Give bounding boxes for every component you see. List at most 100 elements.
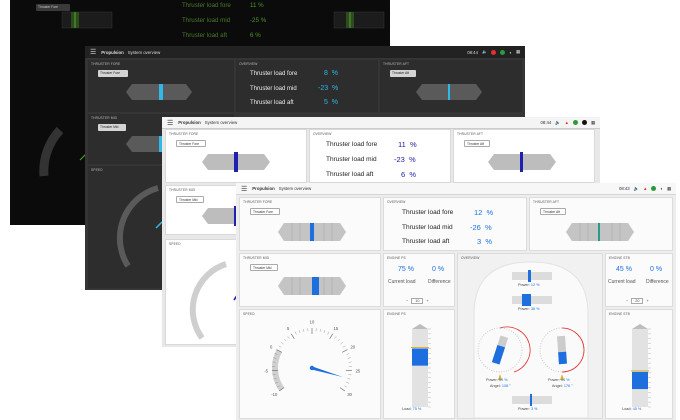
bell-icon[interactable]: ▲	[643, 186, 648, 191]
speed-tick	[346, 381, 350, 384]
panel-title: OVERVIEW	[387, 200, 406, 204]
thruster-mid-bar	[202, 206, 238, 226]
speed-tick	[274, 381, 278, 384]
thruster-fore-bar	[126, 84, 192, 100]
page-subtitle: System overview	[127, 49, 161, 55]
speed-tick-label: 20	[350, 344, 355, 349]
thruster-aft-select[interactable]: Thruster Aft	[464, 140, 490, 147]
panel-title: THRUSTER MID	[91, 116, 118, 120]
layer1-overview-fore-value: 11 %	[250, 2, 264, 9]
menu-icon[interactable]: ☰	[241, 185, 248, 193]
panel-thruster-aft: THRUSTER AFT Thruster Aft	[529, 197, 673, 251]
overview-mid-value: -23 %	[394, 155, 416, 164]
engine-stb-stepper[interactable]: − 20 +	[626, 298, 649, 304]
theme-icon[interactable]	[581, 120, 587, 125]
alarm-icon[interactable]	[491, 49, 497, 55]
panel-title: ENGINE PS	[387, 256, 406, 260]
thruster-mid-select[interactable]: Thruster Mid	[176, 196, 204, 203]
panel-title: ENGINE STB	[609, 312, 630, 316]
speed-tick	[298, 330, 301, 334]
speed-tick-label: -10	[271, 392, 278, 397]
increment-button[interactable]: +	[646, 299, 649, 303]
thruster-fore-bar	[278, 223, 346, 241]
status-icon[interactable]	[500, 49, 506, 55]
speed-gauge	[189, 261, 238, 340]
brightness-icon[interactable]: ◐	[509, 49, 512, 55]
engine-stb-load-label: Current load	[608, 279, 636, 285]
panel-overview: OVERVIEW Thruster load fore 12 % Thruste…	[383, 197, 527, 251]
panel-thruster-aft: THRUSTER AFT Thruster Aft	[380, 60, 522, 112]
panel-speed: SPEED -10 -5 0 5 10 15 20 25 30	[239, 309, 381, 419]
speed-tick	[278, 345, 282, 348]
menu-icon[interactable]: ☰	[167, 119, 174, 127]
panel-title: ENGINE PS	[387, 312, 406, 316]
engine-ps-load: Load: 75 %	[402, 407, 422, 411]
speed-tick-label: 0	[270, 344, 273, 349]
panel-title: SPEED	[243, 312, 255, 316]
clock: 08:44	[540, 120, 552, 125]
brightness-icon[interactable]: ◐	[660, 186, 663, 191]
panel-overview: OVERVIEW Thruster load fore 8 % Thruster…	[236, 60, 378, 112]
engine-bar-fill	[412, 348, 428, 366]
stepper-value[interactable]: 20	[631, 298, 644, 304]
thruster-aft-select[interactable]: Thruster Aft	[540, 208, 566, 215]
thruster-fore-select[interactable]: Thruster Fore	[98, 70, 128, 77]
speed-tick	[276, 349, 283, 353]
thruster-fore-select[interactable]: Thruster Fore	[250, 208, 280, 215]
menu-icon[interactable]: ☰	[90, 49, 97, 56]
overview-aft-value: 3 %	[477, 237, 493, 246]
speed-tick	[284, 338, 287, 342]
stb-angle: Angel: 176 °	[552, 384, 573, 388]
stepper-value[interactable]: 10	[411, 298, 424, 304]
thruster-aft-bar	[416, 84, 482, 100]
decrement-button[interactable]: −	[406, 299, 409, 303]
speed-tick-label: 30	[347, 392, 352, 397]
thruster-aft-select[interactable]: Thruster Aft	[390, 70, 416, 77]
speed-tick	[281, 342, 284, 345]
volume-icon[interactable]: 🔈	[481, 49, 488, 54]
overview-aft-value: 6 %	[401, 170, 417, 179]
apps-grid-icon[interactable]: ▦	[666, 185, 671, 191]
status-icon[interactable]	[651, 186, 657, 191]
volume-icon[interactable]: 🔈	[555, 119, 561, 125]
panel-thruster-aft: THRUSTER AFT Thruster Aft	[453, 129, 595, 183]
stb-power: Power: 44 %	[548, 378, 570, 382]
thruster-mid-select[interactable]: Thruster Mid	[98, 124, 126, 131]
speed-tick	[303, 328, 305, 332]
thruster-mid-bar	[278, 277, 346, 295]
speed-needle	[311, 366, 343, 377]
overview-mid-label: Thruster load mid	[326, 156, 377, 163]
panel-overview: OVERVIEW Thruster load fore 11 % Thruste…	[309, 129, 451, 183]
thruster-fore-select[interactable]: Thruster Fore	[176, 140, 206, 147]
panel-title: THRUSTER FORE	[243, 200, 273, 204]
clock: 08:44	[467, 49, 478, 55]
panel-title: THRUSTER AFT	[457, 132, 484, 136]
engine-ps-stepper[interactable]: − 10 +	[406, 298, 429, 304]
apps-grid-icon[interactable]: ▦	[515, 49, 520, 54]
increment-button[interactable]: +	[426, 299, 429, 303]
thruster-mid-select[interactable]: Thruster Mid	[250, 264, 278, 271]
bell-icon[interactable]: ▲	[564, 120, 569, 125]
decrement-button[interactable]: −	[626, 299, 629, 303]
port-angle: Angel: 108 °	[490, 384, 511, 388]
apps-grid-icon[interactable]: ▦	[590, 119, 595, 125]
panel-title: THRUSTER AFT	[533, 200, 560, 204]
panel-title: THRUSTER FORE	[169, 132, 199, 136]
status-icon[interactable]	[572, 120, 578, 125]
thruster-fore-bar	[202, 152, 270, 172]
panel-title: THRUSTER FORE	[91, 62, 121, 66]
speed-tick-label: 5	[287, 326, 290, 331]
clock: 08:43	[618, 186, 630, 191]
thruster-aft-bar	[566, 223, 634, 241]
panel-title: SPEED	[91, 168, 103, 172]
app-title: Propulsion	[101, 49, 124, 55]
engine-stb-diff-value: 0 %	[650, 266, 663, 273]
mid-power: Power: 38 %	[518, 307, 540, 311]
overview-aft-label: Thruster load aft	[326, 171, 374, 178]
app-title: Propulsion	[178, 120, 201, 125]
engine-bar-track	[632, 329, 648, 407]
panel-engine-stb: ENGINE STB 45 % 0 % Current load Differe…	[605, 253, 673, 307]
volume-icon[interactable]: 🔈	[633, 185, 640, 191]
panel-thruster-mid: THRUSTER MID Thruster Mid	[239, 253, 381, 307]
thruster-fore-select[interactable]: Thruster Fore	[36, 4, 70, 11]
